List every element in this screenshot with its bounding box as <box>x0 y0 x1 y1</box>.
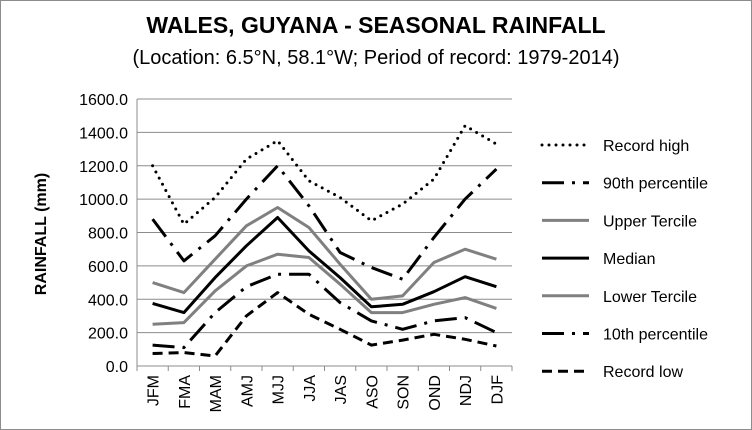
gridlines <box>137 98 512 334</box>
series-line-10th-percentile <box>152 272 498 350</box>
x-tick-label: MAM <box>208 375 225 412</box>
series-line-lower-tercile <box>152 252 497 326</box>
series-line-upper-tercile <box>152 206 497 301</box>
x-tick-label: NDJ <box>458 375 475 406</box>
x-tick-label: MJJ <box>271 375 288 404</box>
chart-title: WALES, GUYANA - SEASONAL RAINFALL <box>146 12 605 38</box>
y-tick-label: 0.0 <box>106 359 128 376</box>
legend-label: 10th percentile <box>603 327 708 344</box>
series-lines <box>151 124 498 358</box>
legend-label: Lower Tercile <box>603 289 697 306</box>
y-axis-label: RAINFALL (mm) <box>33 173 50 295</box>
series-line-record-low <box>152 291 497 358</box>
legend-label: Median <box>603 251 655 268</box>
y-tick-label: 600.0 <box>88 259 128 276</box>
y-tick-label: 200.0 <box>88 326 128 343</box>
legend-label: 90th percentile <box>603 176 708 193</box>
x-tick-label: JJA <box>302 375 319 402</box>
x-tick-label: DJF <box>489 375 506 405</box>
series-line-median <box>152 216 497 315</box>
legend-label: Record low <box>603 364 683 381</box>
chart-subtitle: (Location: 6.5°N, 58.1°W; Period of reco… <box>132 47 619 69</box>
series-line-record-high <box>151 124 498 226</box>
y-tick-label: 1200.0 <box>79 159 128 176</box>
x-tick-label: OND <box>427 375 444 411</box>
x-tick-label: FMA <box>177 375 194 409</box>
x-tick-label: SON <box>396 375 413 410</box>
legend-label: Record high <box>603 138 689 155</box>
y-tick-label: 1400.0 <box>79 125 128 142</box>
x-tick-label: ASO <box>364 375 381 409</box>
y-tick-label: 1600.0 <box>79 92 128 109</box>
x-tick-label: AMJ <box>239 375 256 407</box>
y-tick-label: 800.0 <box>88 226 128 243</box>
x-tick-label: JFM <box>146 375 163 406</box>
y-tick-label: 1000.0 <box>79 192 128 209</box>
x-tick-label: JAS <box>333 375 350 404</box>
y-tick-label: 400.0 <box>88 292 128 309</box>
legend: Record high 90th percentile Upper Tercile M… <box>540 138 708 381</box>
axes: 0.0 200.0 400.0 600.0 800.0 1000.0 1200.0 1400.… <box>79 92 513 412</box>
series-line-90th-percentile <box>151 164 498 281</box>
legend-label: Upper Tercile <box>603 213 697 230</box>
